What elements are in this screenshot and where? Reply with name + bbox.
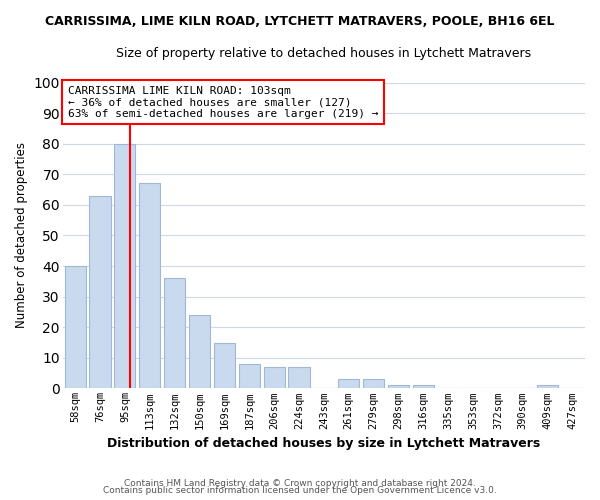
Bar [164, 278, 185, 388]
Text: CARRISSIMA LIME KILN ROAD: 103sqm
← 36% of detached houses are smaller (127)
63%: CARRISSIMA LIME KILN ROAD: 103sqm ← 36% … [68, 86, 379, 119]
Title: Size of property relative to detached houses in Lytchett Matravers: Size of property relative to detached ho… [116, 48, 532, 60]
Bar [363, 379, 384, 388]
Bar [537, 386, 558, 388]
Bar [338, 379, 359, 388]
Bar [89, 196, 110, 388]
Y-axis label: Number of detached properties: Number of detached properties [15, 142, 28, 328]
Text: Contains public sector information licensed under the Open Government Licence v3: Contains public sector information licen… [103, 486, 497, 495]
Bar [214, 342, 235, 388]
Bar [388, 386, 409, 388]
X-axis label: Distribution of detached houses by size in Lytchett Matravers: Distribution of detached houses by size … [107, 437, 541, 450]
Bar [189, 315, 210, 388]
Bar [413, 386, 434, 388]
Bar [139, 184, 160, 388]
Bar [239, 364, 260, 388]
Bar [115, 144, 136, 388]
Bar [65, 266, 86, 388]
Bar [263, 367, 284, 388]
Text: Contains HM Land Registry data © Crown copyright and database right 2024.: Contains HM Land Registry data © Crown c… [124, 478, 476, 488]
Bar [289, 367, 310, 388]
Text: CARRISSIMA, LIME KILN ROAD, LYTCHETT MATRAVERS, POOLE, BH16 6EL: CARRISSIMA, LIME KILN ROAD, LYTCHETT MAT… [45, 15, 555, 28]
